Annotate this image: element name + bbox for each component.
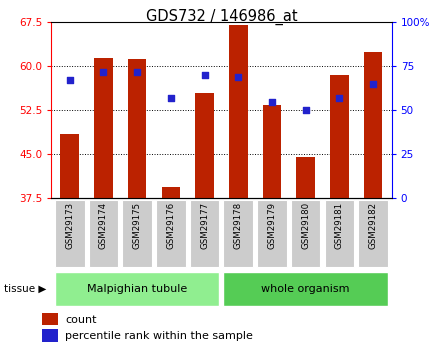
- Bar: [364, 52, 382, 198]
- Bar: [128, 59, 146, 198]
- Text: count: count: [65, 315, 97, 325]
- Point: [167, 95, 174, 101]
- FancyBboxPatch shape: [223, 272, 388, 306]
- FancyBboxPatch shape: [358, 200, 388, 267]
- Text: GSM29173: GSM29173: [65, 202, 74, 249]
- Point: [201, 72, 208, 78]
- Point: [268, 99, 275, 104]
- Bar: [195, 93, 214, 198]
- Point: [336, 95, 343, 101]
- FancyBboxPatch shape: [156, 200, 186, 267]
- Bar: [162, 187, 180, 198]
- FancyBboxPatch shape: [89, 200, 118, 267]
- Bar: [42, 329, 58, 342]
- Bar: [229, 25, 247, 198]
- Point: [134, 69, 141, 75]
- Text: GSM29178: GSM29178: [234, 202, 243, 249]
- Bar: [330, 75, 348, 198]
- Point: [100, 69, 107, 75]
- Point: [66, 78, 73, 83]
- Text: tissue ▶: tissue ▶: [4, 284, 46, 294]
- Bar: [296, 157, 315, 198]
- Text: GSM29177: GSM29177: [200, 202, 209, 249]
- Bar: [42, 313, 58, 325]
- FancyBboxPatch shape: [291, 200, 320, 267]
- Text: GSM29180: GSM29180: [301, 202, 310, 249]
- FancyBboxPatch shape: [223, 200, 253, 267]
- FancyBboxPatch shape: [257, 200, 287, 267]
- FancyBboxPatch shape: [324, 200, 354, 267]
- Point: [235, 74, 242, 80]
- Text: GSM29179: GSM29179: [267, 202, 276, 249]
- FancyBboxPatch shape: [190, 200, 219, 267]
- Text: GSM29175: GSM29175: [133, 202, 142, 249]
- Text: GSM29174: GSM29174: [99, 202, 108, 249]
- Bar: [263, 105, 281, 198]
- Text: whole organism: whole organism: [261, 284, 350, 294]
- Text: GSM29182: GSM29182: [368, 202, 377, 249]
- Text: Malpighian tubule: Malpighian tubule: [87, 284, 187, 294]
- Text: GSM29181: GSM29181: [335, 202, 344, 249]
- Text: GDS732 / 146986_at: GDS732 / 146986_at: [146, 9, 297, 25]
- Bar: [61, 134, 79, 198]
- Point: [302, 108, 309, 113]
- Point: [369, 81, 376, 87]
- Bar: [94, 58, 113, 198]
- FancyBboxPatch shape: [122, 200, 152, 267]
- Text: percentile rank within the sample: percentile rank within the sample: [65, 331, 253, 341]
- FancyBboxPatch shape: [55, 200, 85, 267]
- Text: GSM29176: GSM29176: [166, 202, 175, 249]
- FancyBboxPatch shape: [55, 272, 219, 306]
